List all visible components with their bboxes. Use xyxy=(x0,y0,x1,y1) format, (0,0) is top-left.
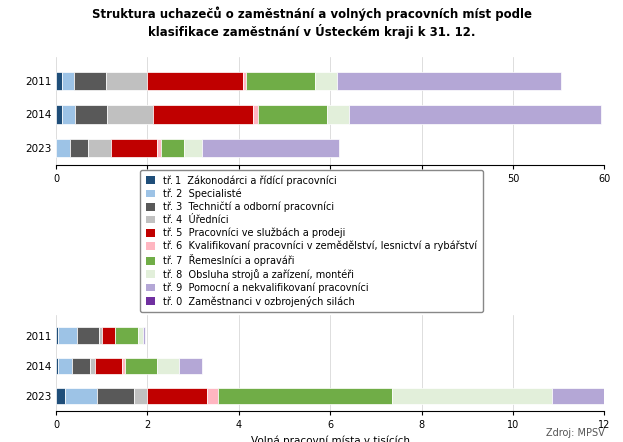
Bar xyxy=(56,139,70,157)
Bar xyxy=(75,105,107,124)
Bar xyxy=(143,328,145,344)
Bar xyxy=(88,139,111,157)
Bar xyxy=(72,358,90,374)
Bar xyxy=(315,72,338,90)
Bar xyxy=(161,139,184,157)
Bar xyxy=(254,105,258,124)
Bar xyxy=(102,328,115,344)
Bar xyxy=(107,72,148,90)
Bar xyxy=(107,105,153,124)
Bar xyxy=(138,328,143,344)
Bar xyxy=(90,358,95,374)
Bar xyxy=(56,328,59,344)
Bar xyxy=(244,72,246,90)
Bar xyxy=(326,105,350,124)
Bar xyxy=(184,139,202,157)
Bar xyxy=(56,105,62,124)
Bar xyxy=(56,72,62,90)
Bar xyxy=(56,388,65,404)
Bar xyxy=(70,139,88,157)
Bar xyxy=(552,388,607,404)
Bar xyxy=(59,328,77,344)
Bar xyxy=(156,139,161,157)
Bar xyxy=(111,139,156,157)
Bar xyxy=(125,358,156,374)
Text: Struktura uchazečů o zaměstnání a volných pracovních míst podle
klasifikace zamě: Struktura uchazečů o zaměstnání a volnýc… xyxy=(92,7,531,38)
Bar xyxy=(62,72,74,90)
Bar xyxy=(179,358,202,374)
Bar xyxy=(95,358,122,374)
Bar xyxy=(97,388,134,404)
Bar xyxy=(218,388,392,404)
Bar xyxy=(202,139,340,157)
Legend: tř. 1  Zákonodárci a řídící pracovníci, tř. 2  Specialisté, tř. 3  Techničtí a o: tř. 1 Zákonodárci a řídící pracovníci, t… xyxy=(140,170,483,312)
Bar xyxy=(56,358,59,374)
Bar xyxy=(122,358,125,374)
X-axis label: Uchazeči v tisících: Uchazeči v tisících xyxy=(282,189,378,199)
X-axis label: Volná pracovní místa v tisících: Volná pracovní místa v tisících xyxy=(250,436,410,442)
Bar xyxy=(258,105,326,124)
Bar xyxy=(59,358,72,374)
Bar xyxy=(246,72,315,90)
Text: Zdroj: MPSV: Zdroj: MPSV xyxy=(546,427,604,438)
Bar xyxy=(77,328,100,344)
Bar xyxy=(153,105,254,124)
Bar xyxy=(62,105,75,124)
Bar xyxy=(207,388,218,404)
Bar xyxy=(156,358,179,374)
Bar xyxy=(115,328,138,344)
Bar xyxy=(100,328,102,344)
Bar xyxy=(148,72,244,90)
Bar xyxy=(392,388,552,404)
Bar xyxy=(148,388,207,404)
Bar xyxy=(74,72,107,90)
Bar xyxy=(134,388,148,404)
Bar xyxy=(350,105,601,124)
Bar xyxy=(65,388,97,404)
Bar xyxy=(338,72,561,90)
